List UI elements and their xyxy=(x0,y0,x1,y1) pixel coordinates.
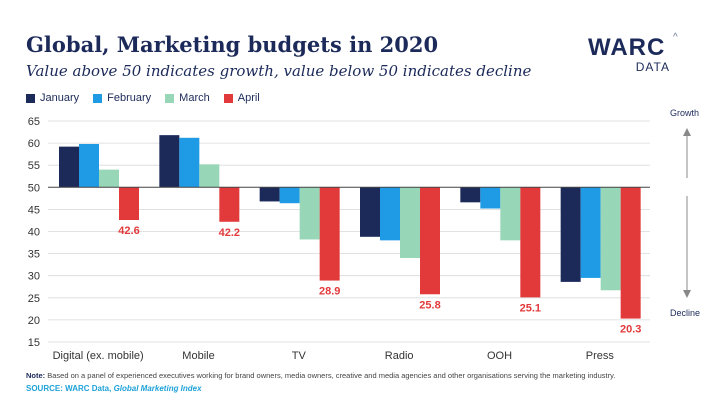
bar-march xyxy=(99,169,119,188)
bar-february xyxy=(279,187,300,204)
bar-april xyxy=(420,187,440,295)
y-tick-label: 25 xyxy=(28,293,40,305)
data-label-april: 28.9 xyxy=(319,286,340,298)
legend-item-january: January xyxy=(26,92,79,104)
bar-january xyxy=(159,135,180,188)
x-tick-label: Radio xyxy=(385,350,414,362)
chart-subtitle: Value above 50 indicates growth, value b… xyxy=(26,62,532,80)
logo-wordmark: WARC xyxy=(588,34,666,61)
legend-swatch xyxy=(26,93,35,103)
legend-label: April xyxy=(237,92,260,104)
bar-january xyxy=(360,187,380,237)
bar-february xyxy=(580,187,601,278)
bar-april xyxy=(319,187,340,281)
data-label-april: 42.6 xyxy=(118,225,139,237)
logo-caret-icon: ^ xyxy=(673,32,678,43)
legend-swatch xyxy=(223,93,233,103)
y-tick-label: 40 xyxy=(28,227,40,239)
chart-legend: January February March April xyxy=(26,92,274,104)
x-tick-label: Digital (ex. mobile) xyxy=(53,350,144,362)
y-tick-label: 50 xyxy=(28,182,40,194)
data-label-april: 25.1 xyxy=(520,302,541,314)
bar-march xyxy=(600,187,621,291)
source-title: Global Marketing Index xyxy=(113,384,202,393)
bar-january xyxy=(59,146,79,188)
legend-swatch xyxy=(93,93,103,103)
y-tick-label: 60 xyxy=(28,138,40,150)
y-tick-label: 20 xyxy=(28,315,40,327)
decline-label: Decline xyxy=(670,308,701,318)
data-label-april: 42.2 xyxy=(219,227,240,239)
bar-april xyxy=(119,187,139,221)
legend-swatch xyxy=(165,93,175,103)
bar-february xyxy=(179,137,200,188)
legend-label: January xyxy=(40,92,80,104)
bar-january xyxy=(560,187,581,282)
bar-april xyxy=(620,187,641,319)
source-text: WARC Data, xyxy=(62,384,114,393)
legend-label: February xyxy=(107,92,152,104)
footnote-label: Note: xyxy=(26,371,46,380)
growth-label: Growth xyxy=(670,108,700,118)
y-tick-label: 65 xyxy=(28,116,40,128)
decline-arrow-icon xyxy=(683,290,691,298)
source-line: SOURCE: WARC Data, Global Marketing Inde… xyxy=(26,384,202,393)
bar-march xyxy=(500,187,521,241)
chart-title: Global, Marketing budgets in 2020 xyxy=(26,32,439,57)
y-tick-label: 35 xyxy=(28,249,40,261)
x-tick-label: Mobile xyxy=(182,350,214,362)
footnote: Note: Based on a panel of experienced ex… xyxy=(26,371,615,380)
bar-february xyxy=(79,143,99,188)
warc-logo: WARC DATA ^ xyxy=(588,32,688,74)
bar-april xyxy=(219,187,240,222)
logo-subtitle: DATA xyxy=(635,60,670,74)
x-tick-label: OOH xyxy=(487,350,512,362)
data-label-april: 20.3 xyxy=(620,324,641,336)
x-tick-label: Press xyxy=(586,350,615,362)
bar-march xyxy=(199,164,220,188)
y-tick-label: 30 xyxy=(28,271,40,283)
y-tick-label: 45 xyxy=(28,204,40,216)
bar-march xyxy=(299,187,320,240)
y-tick-label: 55 xyxy=(28,160,40,172)
bar-march xyxy=(400,187,420,259)
legend-label: March xyxy=(179,92,210,104)
legend-item-april: April xyxy=(223,92,260,104)
bar-january xyxy=(259,187,280,202)
growth-arrow-icon xyxy=(683,128,691,136)
source-label: SOURCE: xyxy=(26,384,63,393)
legend-item-february: February xyxy=(93,92,151,104)
bar-february xyxy=(480,187,501,209)
bar-april xyxy=(520,187,541,298)
legend-item-march: March xyxy=(165,92,210,104)
bar-february xyxy=(380,187,400,241)
data-label-april: 25.8 xyxy=(419,299,440,311)
footnote-text: Based on a panel of experienced executiv… xyxy=(45,371,616,380)
x-tick-label: TV xyxy=(292,350,307,362)
y-tick-label: 15 xyxy=(28,337,40,349)
bar-january xyxy=(460,187,481,203)
